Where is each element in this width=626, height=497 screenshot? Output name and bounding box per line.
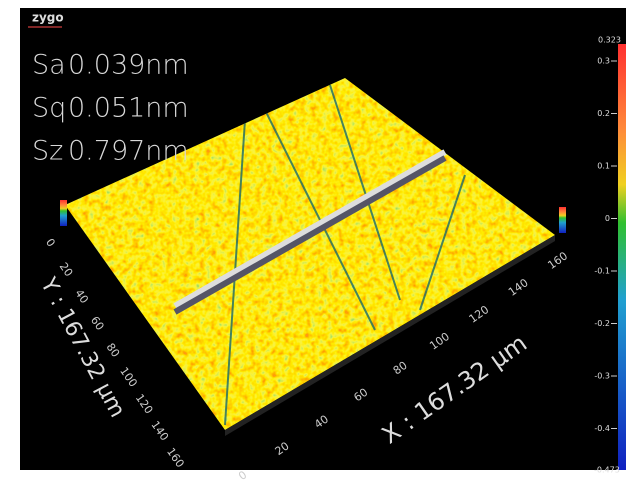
colorbar-tick-label: -0.4 — [594, 424, 610, 433]
stat-label: Sz — [32, 136, 63, 167]
stat-value: 0.797nm — [68, 136, 189, 167]
colorbar — [618, 44, 626, 470]
colorbar-tick-label: 0.1 — [597, 162, 610, 171]
colorbar-max: 0.323 — [598, 36, 621, 45]
screenshot: zygo Sa0.039nmSq0.051nmSz0.797nm02040608… — [0, 0, 626, 497]
stat-value: 0.039nm — [68, 50, 189, 81]
stat-label: Sq — [32, 93, 66, 124]
marker — [60, 200, 67, 226]
colorbar-tick-label: 0 — [605, 214, 610, 223]
stat-label: Sa — [32, 50, 66, 81]
x-tick-label: 0 — [236, 468, 249, 483]
colorbar-min: -0.473 — [594, 466, 620, 475]
colorbar-tick-label: 0.3 — [597, 57, 610, 66]
colorbar-tick-label: 0.2 — [597, 109, 610, 118]
colorbar-tick-label: -0.2 — [594, 319, 610, 328]
logo: zygo — [32, 11, 64, 25]
marker — [559, 207, 566, 233]
colorbar-tick-label: -0.1 — [594, 267, 610, 276]
stat-value: 0.051nm — [68, 93, 189, 124]
colorbar-tick-label: -0.3 — [594, 372, 610, 381]
